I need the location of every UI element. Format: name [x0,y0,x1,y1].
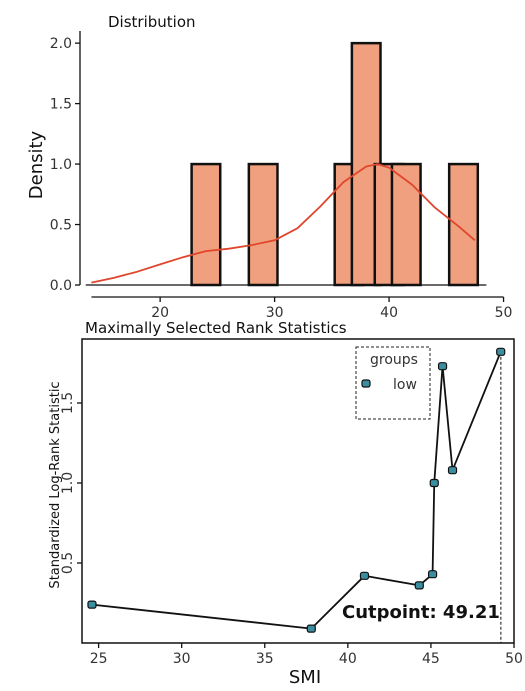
distribution-y-tick-label: 1.5 [50,97,72,113]
rank-statistic-point-2 [359,571,370,580]
legend-title: groups [370,352,418,368]
rank-statistic-point-0 [87,600,97,609]
rank-y-tick-label: 1.5 [60,392,76,414]
rank-x-tick-label: 25 [90,651,108,667]
rank-statistic-segment [91,603,312,630]
rank-statistic-segment [441,366,454,471]
rank-statistics-panel: Maximally Selected Rank Statistics Stand… [48,319,523,688]
rank-statistics-title: Maximally Selected Rank Statistics [85,319,347,337]
rank-statistic-segment [431,482,436,575]
distribution-x-tick-label: 50 [495,305,513,321]
rank-y-tick-label: 0.5 [60,552,76,574]
distribution-title: Distribution [108,13,196,31]
rank-statistic-point-1 [306,624,316,633]
distribution-x-tick-label: 20 [151,305,169,321]
rank-x-tick-label: 50 [505,651,523,667]
rank-statistics-plot-border [81,338,515,644]
rank-x-tick-label: 35 [256,651,274,667]
rank-x-tick-label: 45 [422,651,440,667]
distribution-y-tick-label: 2.0 [50,36,72,52]
rank-statistic-point-6 [437,362,448,371]
cutpoint-label: Cutpoint: 49.21 [342,602,500,623]
distribution-y-tick-label: 0.0 [50,278,72,294]
rank-statistic-point-3 [414,581,424,590]
rank-statistic-point-7 [447,466,458,475]
distribution-y-tick-label: 1.0 [50,157,72,173]
rank-x-tick-label: 30 [173,651,191,667]
rank-statistic-segment [433,366,444,484]
density-curve [91,163,476,284]
histogram-bar-0 [190,162,222,287]
rank-statistic-point-4 [427,570,438,579]
rank-y-tick-label: 1.0 [60,472,76,494]
rank-statistics-x-axis-label: SMI [289,667,321,688]
histogram-bar-1 [247,162,279,287]
distribution-x-tick-label: 40 [380,305,398,321]
rank-statistic-point-5 [429,478,439,488]
rank-statistics-y-axis-label: Standardized Log-Rank Statistic [48,381,63,588]
rank-statistic-segment [451,351,502,471]
rank-statistic-segment [364,574,420,587]
distribution-panel: Distribution Density 0.0 0.5 1.0 1.5 2.0 20 30… [26,13,512,321]
rank-x-tick-label: 40 [339,651,357,667]
rank-statistic-segment [310,575,366,630]
legend-entry-low: low [393,377,417,393]
distribution-y-tick-label: 0.5 [50,218,72,234]
histogram-bar-6 [447,162,480,287]
histogram-bar-5 [390,162,422,287]
distribution-y-axis-label: Density [26,130,47,199]
distribution-x-tick-label: 30 [266,305,284,321]
legend-marker [361,379,371,388]
legend-box [355,346,431,420]
rank-statistic-point-8 [496,347,506,356]
